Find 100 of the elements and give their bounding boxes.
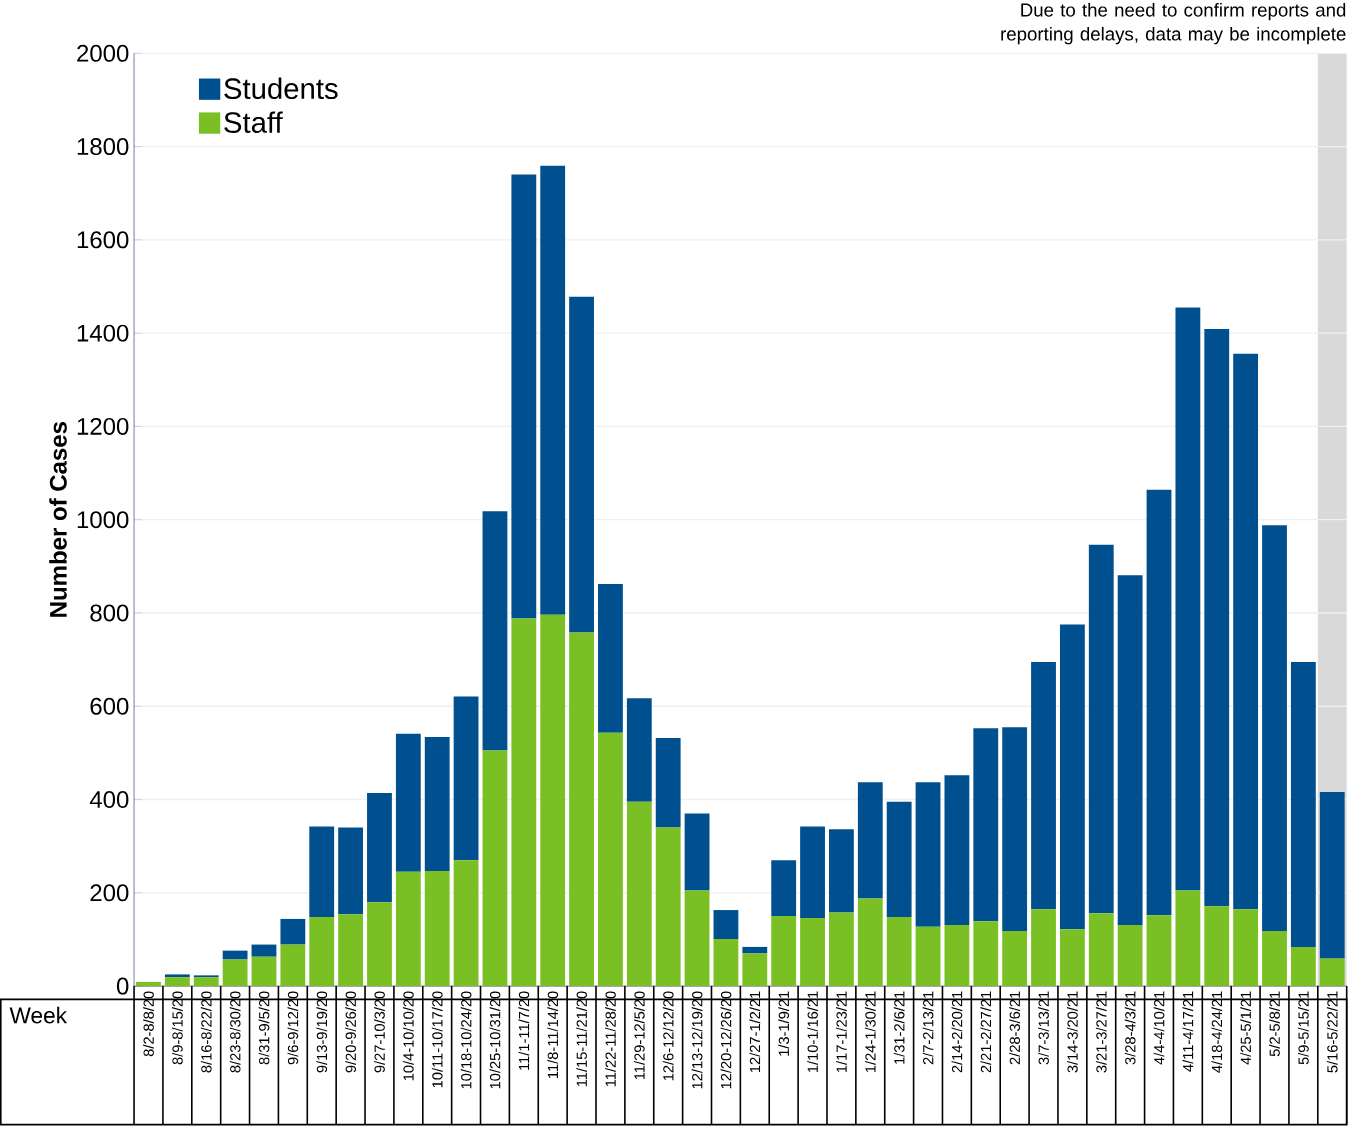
y-tick-label: 200 xyxy=(90,884,129,902)
x-tick-label: 3/7-3/13/21 xyxy=(1038,991,1049,1065)
x-tick-label: 8/9-8/15/20 xyxy=(171,991,183,1065)
x-tick-label: 11/8-11/14/20 xyxy=(547,991,559,1078)
bar xyxy=(511,618,537,986)
bar xyxy=(482,511,508,751)
x-tick-label: 9/27-10/3/20 xyxy=(374,991,385,1073)
x-tick-label: 10/4-10/10/20 xyxy=(402,991,414,1080)
bar xyxy=(915,782,941,927)
bar xyxy=(1204,328,1230,907)
bar xyxy=(569,632,594,986)
x-tick-label: 2/21-2/27/21 xyxy=(980,991,992,1073)
bar xyxy=(367,792,392,902)
x-tick-label: 8/31-9/5/20 xyxy=(258,991,270,1065)
x-tick-label: 1/24-1/30/21 xyxy=(864,991,876,1072)
bar xyxy=(222,959,248,986)
bar xyxy=(742,946,768,954)
bar xyxy=(1059,624,1085,930)
bar xyxy=(193,977,219,986)
y-tick-label: 0 xyxy=(116,977,129,995)
bar xyxy=(1175,307,1201,891)
x-tick-label: 12/27-1/2/21 xyxy=(749,991,761,1072)
x-tick-label: 8/16-8/22/20 xyxy=(200,991,212,1073)
bar xyxy=(1319,958,1345,986)
x-tick-label: 9/6-9/12/20 xyxy=(287,991,299,1065)
x-tick-label: 10/18-10/24/20 xyxy=(460,991,472,1089)
x-tick-label: 5/9-5/15/21 xyxy=(1297,991,1309,1065)
bar xyxy=(626,801,652,986)
x-tick-label: 9/20-9/26/20 xyxy=(345,991,356,1073)
bar xyxy=(367,901,392,986)
bar xyxy=(1146,915,1172,986)
x-tick-label: 3/21-3/27/21 xyxy=(1095,991,1107,1073)
bar xyxy=(395,733,421,872)
bar xyxy=(886,801,912,917)
bar xyxy=(1175,890,1201,986)
bar xyxy=(713,938,739,986)
bar xyxy=(540,614,566,986)
bar xyxy=(164,977,190,986)
bar xyxy=(569,296,594,633)
bar xyxy=(1233,353,1259,909)
bar xyxy=(482,750,508,986)
x-tick-label: 1/10-1/16/21 xyxy=(807,991,818,1072)
bar xyxy=(598,583,623,733)
bar xyxy=(771,915,797,986)
bar xyxy=(424,870,450,986)
bar xyxy=(453,696,479,860)
bar xyxy=(511,174,537,619)
x-tick-label: 8/23-8/30/20 xyxy=(229,991,241,1073)
x-tick-label: 1/31-2/6/21 xyxy=(893,991,905,1064)
y-tick-label: 2000 xyxy=(77,44,129,62)
bar xyxy=(915,926,941,986)
bar xyxy=(1031,661,1056,909)
bar xyxy=(655,737,681,828)
x-tick-label: 2/14-2/20/21 xyxy=(951,991,963,1073)
bar xyxy=(338,827,364,915)
bar xyxy=(829,912,854,986)
bar xyxy=(1319,791,1345,959)
bar xyxy=(395,871,421,986)
bar xyxy=(1059,929,1085,986)
bar xyxy=(1290,661,1316,947)
x-axis-title: Week xyxy=(9,1006,68,1024)
bar xyxy=(1262,525,1287,931)
legend-label: Students xyxy=(224,77,338,99)
x-tick-label: 8/2-8/8/20 xyxy=(143,991,154,1057)
y-tick-label: 1800 xyxy=(77,137,129,155)
bar xyxy=(309,826,335,917)
bar xyxy=(1204,906,1230,986)
y-tick-label: 1000 xyxy=(77,511,129,529)
bar xyxy=(424,736,450,871)
x-tick-label: 5/2-5/8/21 xyxy=(1269,991,1280,1057)
y-tick-label: 1400 xyxy=(77,324,129,342)
bar xyxy=(800,917,825,986)
bar xyxy=(771,860,797,916)
y-tick-label: 400 xyxy=(89,790,129,808)
x-tick-label: 3/14-3/20/21 xyxy=(1067,991,1078,1073)
x-tick-label: 9/13-9/19/20 xyxy=(316,991,328,1073)
bar xyxy=(1262,930,1287,986)
x-tick-label: 5/16-5/22/21 xyxy=(1326,991,1338,1073)
bar xyxy=(655,827,681,986)
x-tick-label: 11/22-11/28/20 xyxy=(605,991,616,1086)
bar xyxy=(829,829,854,913)
bar xyxy=(944,775,970,925)
x-tick-label: 10/25-10/31/20 xyxy=(489,991,501,1089)
band-label: Due to the need to confirm reports and reporting delays, data may be incomplete xyxy=(1001,2,1346,45)
x-tick-label: 4/11-4/17/21 xyxy=(1182,991,1194,1072)
bar xyxy=(1088,913,1114,986)
bar xyxy=(136,981,161,986)
x-tick-label: 12/6-12/12/20 xyxy=(662,991,674,1080)
y-tick-label: 1600 xyxy=(77,231,129,249)
bar xyxy=(886,916,912,986)
legend-label: Staff xyxy=(224,111,283,133)
bar xyxy=(973,921,999,986)
x-tick-label: 11/15-11/21/20 xyxy=(576,991,587,1086)
y-axis-title: Number of Cases xyxy=(49,421,67,617)
bar xyxy=(251,956,277,986)
bar xyxy=(973,728,999,922)
bar xyxy=(626,698,652,802)
x-tick-label: 4/4-4/10/21 xyxy=(1153,991,1165,1065)
bar xyxy=(857,782,883,899)
bar xyxy=(1290,946,1316,986)
